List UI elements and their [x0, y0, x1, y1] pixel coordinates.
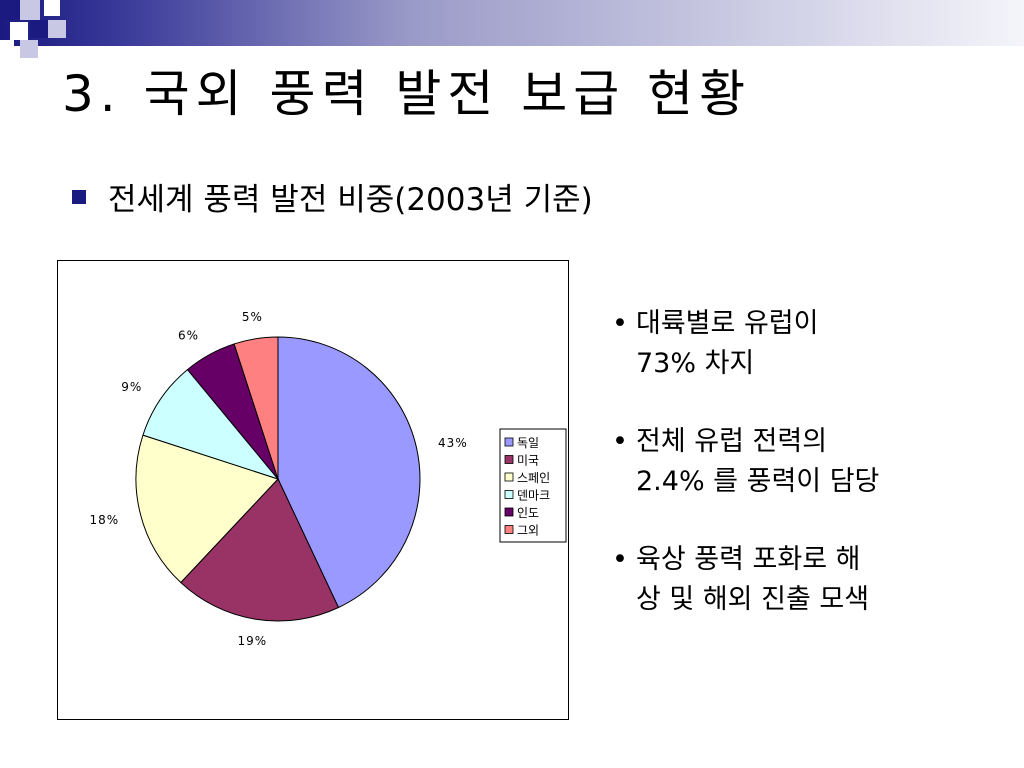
pie-data-label: 19%: [238, 634, 268, 648]
bullet-dot-icon: •: [612, 426, 628, 457]
pie-data-label: 43%: [438, 436, 468, 450]
legend-label: 독일: [517, 436, 539, 450]
legend-swatch: [504, 490, 514, 499]
note-text: 육상 풍력 포화로 해 상 및 해외 진출 모색: [636, 544, 870, 615]
pie-slice-1: [277, 336, 421, 609]
main-bullet: 전세계 풍력 발전 비중(2003년 기준): [72, 174, 593, 219]
legend-label: 인도: [517, 506, 539, 520]
pie-data-label: 5%: [242, 310, 263, 324]
note-text: 전체 유럽 전력의 2.4% 를 풍력이 담당: [636, 426, 880, 497]
legend-swatch: [504, 472, 514, 482]
legend-box: [499, 428, 567, 543]
legend-swatch: [504, 455, 514, 464]
legend-swatch: [504, 437, 514, 447]
pie-slice-4: [142, 368, 280, 481]
decorative-squares: [0, 0, 90, 70]
pie-data-label: 6%: [178, 328, 199, 342]
pie-data-label: 9%: [121, 380, 142, 394]
legend-swatch: [504, 507, 514, 517]
legend-label: 덴마크: [517, 489, 550, 503]
bullet-dot-icon: •: [612, 308, 628, 339]
pie-slice-6: [233, 336, 279, 480]
note-item: • 전체 유럽 전력의 2.4% 를 풍력이 담당: [612, 422, 1012, 502]
note-item: • 육상 풍력 포화로 해 상 및 해외 진출 모색: [612, 540, 1012, 620]
pie-slice-3: [135, 434, 279, 584]
pie-data-label: 18%: [89, 513, 119, 527]
pie-slice-2: [180, 478, 340, 622]
legend-label: 스페인: [517, 471, 550, 485]
slide-title: 3. 국외 풍력 발전 보급 현황: [62, 65, 752, 123]
note-text: 대륙별로 유럽이 73% 차지: [636, 308, 819, 379]
bullet-dot-icon: •: [612, 544, 628, 575]
side-notes: • 대륙별로 유럽이 73% 차지 • 전체 유럽 전력의 2.4% 를 풍력이…: [612, 304, 1012, 658]
legend-swatch: [504, 525, 514, 534]
legend-label: 그외: [517, 524, 539, 538]
main-bullet-text: 전세계 풍력 발전 비중(2003년 기준): [108, 182, 593, 218]
note-item: • 대륙별로 유럽이 73% 차지: [612, 304, 1012, 384]
legend-label: 미국: [517, 454, 539, 468]
title-banner-bar: [0, 0, 1024, 46]
square-bullet-icon: [72, 189, 86, 204]
